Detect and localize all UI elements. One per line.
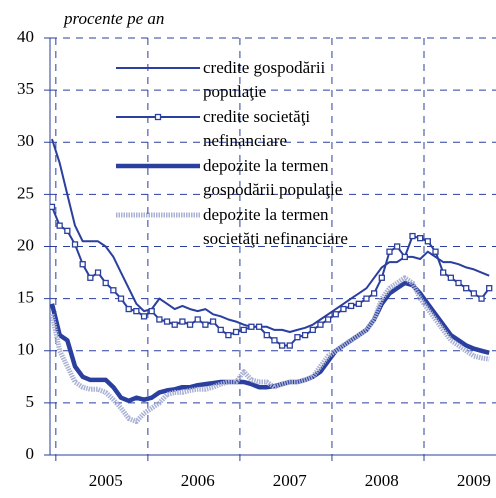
legend-label: credite societăţi nefinanciare [203, 107, 310, 150]
y-tick-label: 40 [17, 27, 34, 46]
y-tick-label: 10 [17, 340, 34, 359]
marker [301, 331, 309, 339]
marker [232, 328, 240, 336]
plot [50, 138, 493, 425]
marker [440, 269, 447, 276]
marker [217, 326, 224, 334]
marker [194, 316, 201, 323]
marker [309, 326, 316, 334]
marker [370, 290, 378, 297]
marker [255, 323, 263, 330]
y-tick-label: 15 [17, 288, 34, 307]
marker [355, 300, 362, 307]
y-tick-label: 25 [17, 183, 34, 202]
x-tick-label: 2006 [181, 471, 215, 490]
series-line [51, 138, 490, 333]
marker [209, 318, 217, 325]
marker [409, 232, 416, 240]
marker [94, 269, 102, 276]
marker [332, 311, 339, 318]
marker [102, 279, 109, 287]
marker [133, 307, 140, 315]
marker [64, 227, 71, 235]
marker [463, 285, 470, 292]
marker [378, 274, 385, 281]
x-tick-label: 2005 [89, 471, 123, 490]
y-tick-label: 20 [17, 235, 34, 254]
marker [278, 342, 286, 349]
marker [240, 326, 247, 334]
marker [294, 334, 301, 341]
marker [225, 331, 232, 339]
marker [263, 331, 270, 339]
marker [125, 305, 132, 313]
marker [317, 321, 324, 328]
marker [447, 274, 454, 281]
chart-subtitle: procente pe an [63, 9, 164, 28]
series-line [51, 206, 491, 347]
legend-marker [154, 113, 162, 121]
marker [50, 203, 56, 211]
y-tick-label: 5 [26, 392, 35, 411]
marker [140, 313, 148, 320]
marker [79, 261, 86, 268]
marker [393, 243, 401, 250]
marker [87, 274, 94, 281]
marker [455, 279, 462, 287]
y-tick-label: 0 [26, 444, 35, 463]
series-line [50, 275, 490, 425]
marker [110, 287, 117, 294]
marker [347, 302, 355, 310]
marker [186, 321, 194, 328]
marker [156, 316, 163, 323]
marker [56, 222, 63, 229]
x-tick-label: 2007 [273, 471, 308, 490]
marker [248, 323, 255, 330]
y-tick-label: 30 [17, 131, 34, 150]
marker [148, 307, 155, 315]
marker [363, 295, 370, 302]
marker [71, 241, 79, 248]
marker [117, 295, 125, 302]
marker [202, 321, 209, 328]
y-tick-label: 35 [17, 79, 34, 98]
legend-label: depozite la termen gospodării populaţie [203, 156, 342, 199]
marker [271, 337, 278, 344]
legend-label: depozite la termen societăţi nefinanciare [203, 205, 348, 248]
marker [386, 248, 393, 255]
marker [417, 235, 424, 242]
marker [171, 321, 178, 328]
x-tick-label: 2009 [457, 471, 491, 490]
marker [324, 316, 332, 323]
marker [432, 248, 439, 255]
marker [470, 290, 478, 297]
marker [424, 238, 431, 245]
marker [486, 285, 493, 292]
marker [340, 305, 347, 313]
marker [286, 342, 293, 349]
marker [179, 318, 186, 325]
marker [401, 253, 408, 261]
x-tick-label: 2008 [365, 471, 399, 490]
legend-label: credite gospodării populaţie [203, 58, 326, 101]
marker [478, 295, 485, 302]
marker [163, 318, 171, 325]
